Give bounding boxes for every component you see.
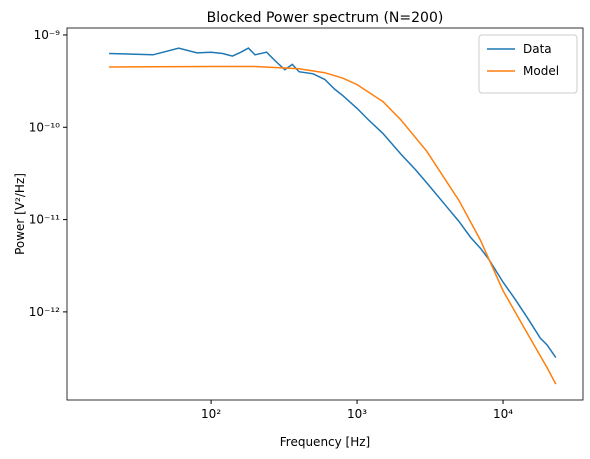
chart-title: Blocked Power spectrum (N=200) xyxy=(207,10,444,26)
x-tick-label: 10³ xyxy=(347,407,367,421)
data-line xyxy=(109,47,557,359)
plot-frame xyxy=(66,27,584,401)
y-axis-label: Power [V²/Hz] xyxy=(13,173,27,255)
legend-label: Data xyxy=(523,42,552,56)
legend-label: Model xyxy=(523,64,559,78)
y-tick-label: 10⁻⁹ xyxy=(34,28,61,42)
x-axis-label: Frequency [Hz] xyxy=(280,435,371,449)
x-tick-label: 10⁴ xyxy=(493,407,513,421)
x-tick-label: 10² xyxy=(201,407,221,421)
data-line xyxy=(109,65,557,385)
y-tick-label: 10⁻¹¹ xyxy=(29,213,60,227)
y-tick-label: 10⁻¹² xyxy=(29,305,60,319)
y-tick-label: 10⁻¹⁰ xyxy=(29,120,60,134)
